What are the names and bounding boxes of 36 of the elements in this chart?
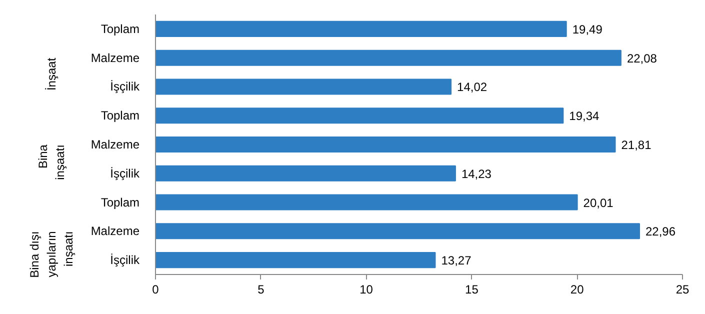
x-tick-label: 5 [258, 282, 265, 296]
data-label: 22,08 [626, 51, 658, 66]
bar [156, 194, 578, 210]
data-label: 13,27 [441, 254, 472, 268]
text: İnşaat [44, 57, 58, 91]
x-tick-label: 20 [570, 282, 584, 296]
bar [156, 252, 436, 268]
y-tick-label: Malzeme [90, 224, 140, 238]
text: Bina dışı yapıların inşaatı [28, 231, 76, 278]
y-tick-label: Toplam [100, 108, 140, 123]
y-tick-label: İşçilik [110, 80, 140, 94]
bar [156, 108, 564, 124]
data-label: 22,96 [645, 224, 676, 239]
text: Bina inşaatı [36, 144, 67, 180]
y-tick-label: İşçilik [110, 166, 140, 180]
y-tick-label: Toplam [100, 22, 140, 36]
data-label: 21,81 [621, 138, 652, 152]
x-tick-label: 0 [152, 282, 160, 296]
bar [156, 50, 622, 66]
bar [156, 165, 456, 182]
bar [156, 223, 640, 240]
y-tick-label: Toplam [100, 195, 140, 210]
data-label: 19,34 [569, 109, 600, 124]
bar [156, 20, 567, 37]
data-label: 14,02 [457, 80, 488, 94]
data-label: 14,23 [461, 166, 492, 181]
bar [156, 136, 616, 153]
data-label: 19,49 [572, 22, 603, 36]
y-tick-label: İşçilik [110, 253, 140, 268]
x-tick-label: 10 [360, 282, 374, 296]
x-tick-label: 15 [465, 282, 479, 296]
data-label: 20,01 [583, 196, 614, 210]
bar [156, 78, 452, 95]
y-tick-label: Malzeme [90, 138, 140, 152]
y-tick-label: Malzeme [90, 50, 140, 65]
x-tick-label: 25 [676, 282, 690, 296]
